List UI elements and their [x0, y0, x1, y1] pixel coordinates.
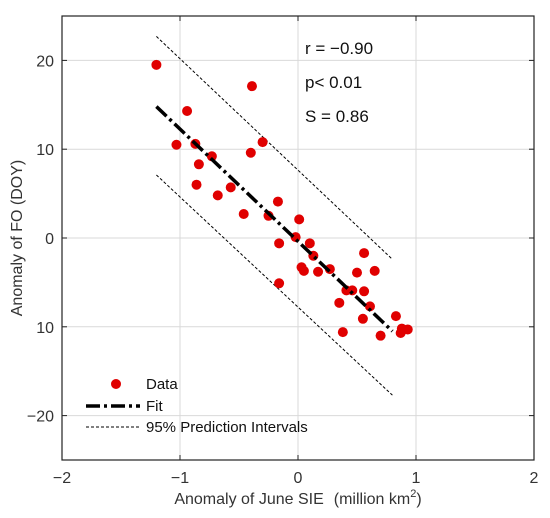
legend-data-marker [111, 379, 121, 389]
x-axis-label: Anomaly of June SIE (million km2) [174, 488, 421, 508]
data-point [191, 179, 202, 190]
y-tick-label: −20 [27, 409, 54, 426]
legend-fit-label: Fit [146, 398, 163, 415]
data-point [272, 196, 283, 207]
legend-interval-label: 95% Prediction Intervals [146, 419, 308, 436]
data-point [246, 81, 257, 92]
lower-prediction-interval [156, 174, 393, 396]
x-axis-label-main: Anomaly of June SIE [174, 491, 323, 508]
data-point [245, 147, 256, 158]
data-point [257, 137, 268, 148]
data-point [171, 139, 182, 150]
data-point [369, 265, 380, 276]
data-point [274, 278, 285, 289]
axis-ticks: −2 −1 0 1 2 20 10 0 10 −20 [27, 16, 539, 487]
x-tick-label: 2 [530, 470, 539, 487]
fit-line [155, 105, 394, 333]
data-point [274, 238, 285, 249]
y-axis-label: Anomaly of FO (DOY) [9, 160, 26, 316]
data-point [193, 159, 204, 170]
y-tick-label: 10 [36, 320, 54, 337]
data-point [313, 266, 324, 277]
annotation-s: S = 0.86 [305, 107, 369, 126]
data-point [294, 214, 305, 225]
data-point [298, 265, 309, 276]
x-axis-label-unit: (million km [334, 491, 410, 508]
data-point [212, 190, 223, 201]
data-point [390, 311, 401, 322]
data-point [359, 248, 370, 259]
data-point [375, 330, 386, 341]
data-point [402, 324, 413, 335]
data-point [337, 327, 348, 338]
prediction-interval-lines [156, 36, 393, 396]
data-point [182, 106, 193, 117]
x-tick-label: 1 [412, 470, 421, 487]
x-axis-label-unit-close: ) [416, 491, 421, 508]
annotation-p: p< 0.01 [305, 73, 362, 92]
x-axis-label-unit-sup: 2 [410, 488, 416, 500]
data-points [151, 59, 413, 341]
x-tick-label: 0 [294, 470, 303, 487]
y-tick-label: 10 [36, 142, 54, 159]
data-point [357, 313, 368, 324]
data-point [304, 238, 315, 249]
data-point [364, 301, 375, 312]
annotation-r: r = −0.90 [305, 39, 373, 58]
x-tick-label: −2 [53, 470, 71, 487]
fit-line-group [155, 105, 394, 333]
data-point [352, 267, 362, 278]
legend-data-label: Data [146, 376, 178, 393]
y-tick-label: 20 [36, 53, 54, 70]
data-point [359, 286, 370, 297]
legend: Data Fit 95% Prediction Intervals [86, 376, 308, 436]
y-tick-label: 0 [45, 231, 54, 248]
data-point [334, 297, 345, 308]
x-tick-label: −1 [171, 470, 189, 487]
data-point [238, 209, 249, 220]
upper-prediction-interval [156, 36, 393, 260]
data-point [347, 285, 358, 296]
data-point [151, 59, 162, 70]
data-point [225, 182, 236, 193]
data-point [206, 151, 217, 162]
